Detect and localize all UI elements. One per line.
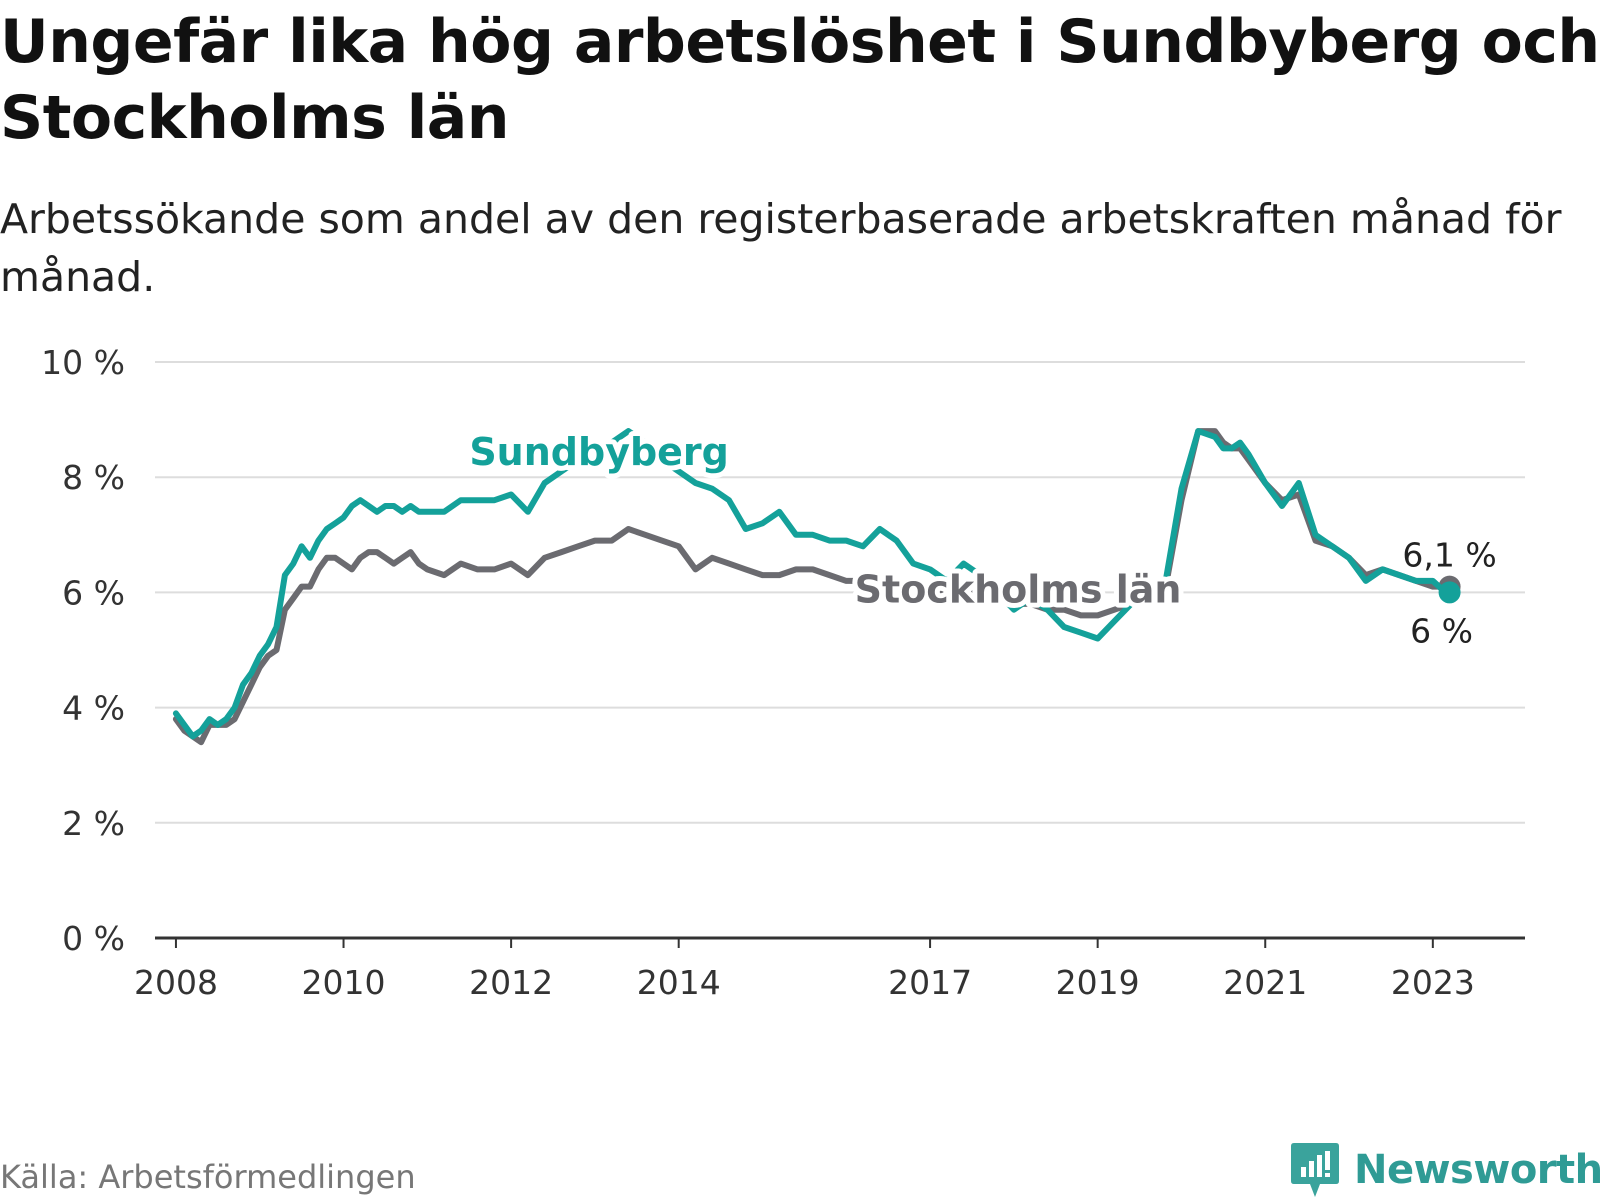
series-labels: Sundbyberg Stockholms län 6,1 % 6 % bbox=[464, 425, 1501, 655]
chart-subtitle: Arbetssökande som andel av den registerb… bbox=[0, 195, 1562, 301]
line-chart: 0 % 2 % 4 % 6 % 8 % 10 % 2008 2010 2012 2014 2017… bbox=[41, 343, 1525, 1002]
newsworthy-logo-text: Newsworthy bbox=[1354, 1147, 1600, 1193]
x-axis: 2008 2010 2012 2014 2017 2019 2021 2023 bbox=[134, 936, 1525, 1002]
series-line-stockholm bbox=[172, 428, 1453, 746]
x-tick-label: 2008 bbox=[134, 963, 218, 1002]
y-tick-label: 4 % bbox=[62, 689, 125, 728]
y-tick-label: 0 % bbox=[62, 919, 125, 958]
x-tick-label: 2014 bbox=[637, 963, 721, 1002]
end-label-stockholm: 6,1 % bbox=[1402, 536, 1496, 575]
series-line-sundbyberg bbox=[172, 428, 1453, 740]
y-tick-label: 10 % bbox=[41, 343, 125, 382]
grid-lines bbox=[155, 361, 1525, 824]
y-axis: 0 % 2 % 4 % 6 % 8 % 10 % bbox=[41, 343, 125, 958]
y-tick-label: 8 % bbox=[62, 458, 125, 497]
x-tick-label: 2019 bbox=[1056, 963, 1140, 1002]
y-tick-label: 6 % bbox=[62, 573, 125, 612]
series-label-stockholm: Stockholms län bbox=[855, 567, 1182, 611]
end-point-sundbyberg bbox=[1438, 581, 1461, 604]
x-tick-label: 2012 bbox=[469, 963, 553, 1002]
y-tick-label: 2 % bbox=[62, 804, 125, 843]
x-tick-label: 2017 bbox=[888, 963, 972, 1002]
series-label-sundbyberg: Sundbyberg bbox=[469, 430, 729, 474]
series-lines bbox=[172, 428, 1461, 746]
x-tick-label: 2023 bbox=[1391, 963, 1475, 1002]
end-label-sundbyberg: 6 % bbox=[1410, 611, 1473, 650]
x-tick-label: 2021 bbox=[1223, 963, 1307, 1002]
chart-title: Ungefär lika hög arbetslöshet i Sundbybe… bbox=[0, 7, 1600, 153]
source-note: Källa: Arbetsförmedlingen bbox=[0, 1158, 416, 1196]
x-tick-label: 2010 bbox=[302, 963, 386, 1002]
newsworthy-logo-icon bbox=[1291, 1143, 1339, 1197]
newsworthy-logo: Newsworthy bbox=[1290, 1140, 1600, 1200]
